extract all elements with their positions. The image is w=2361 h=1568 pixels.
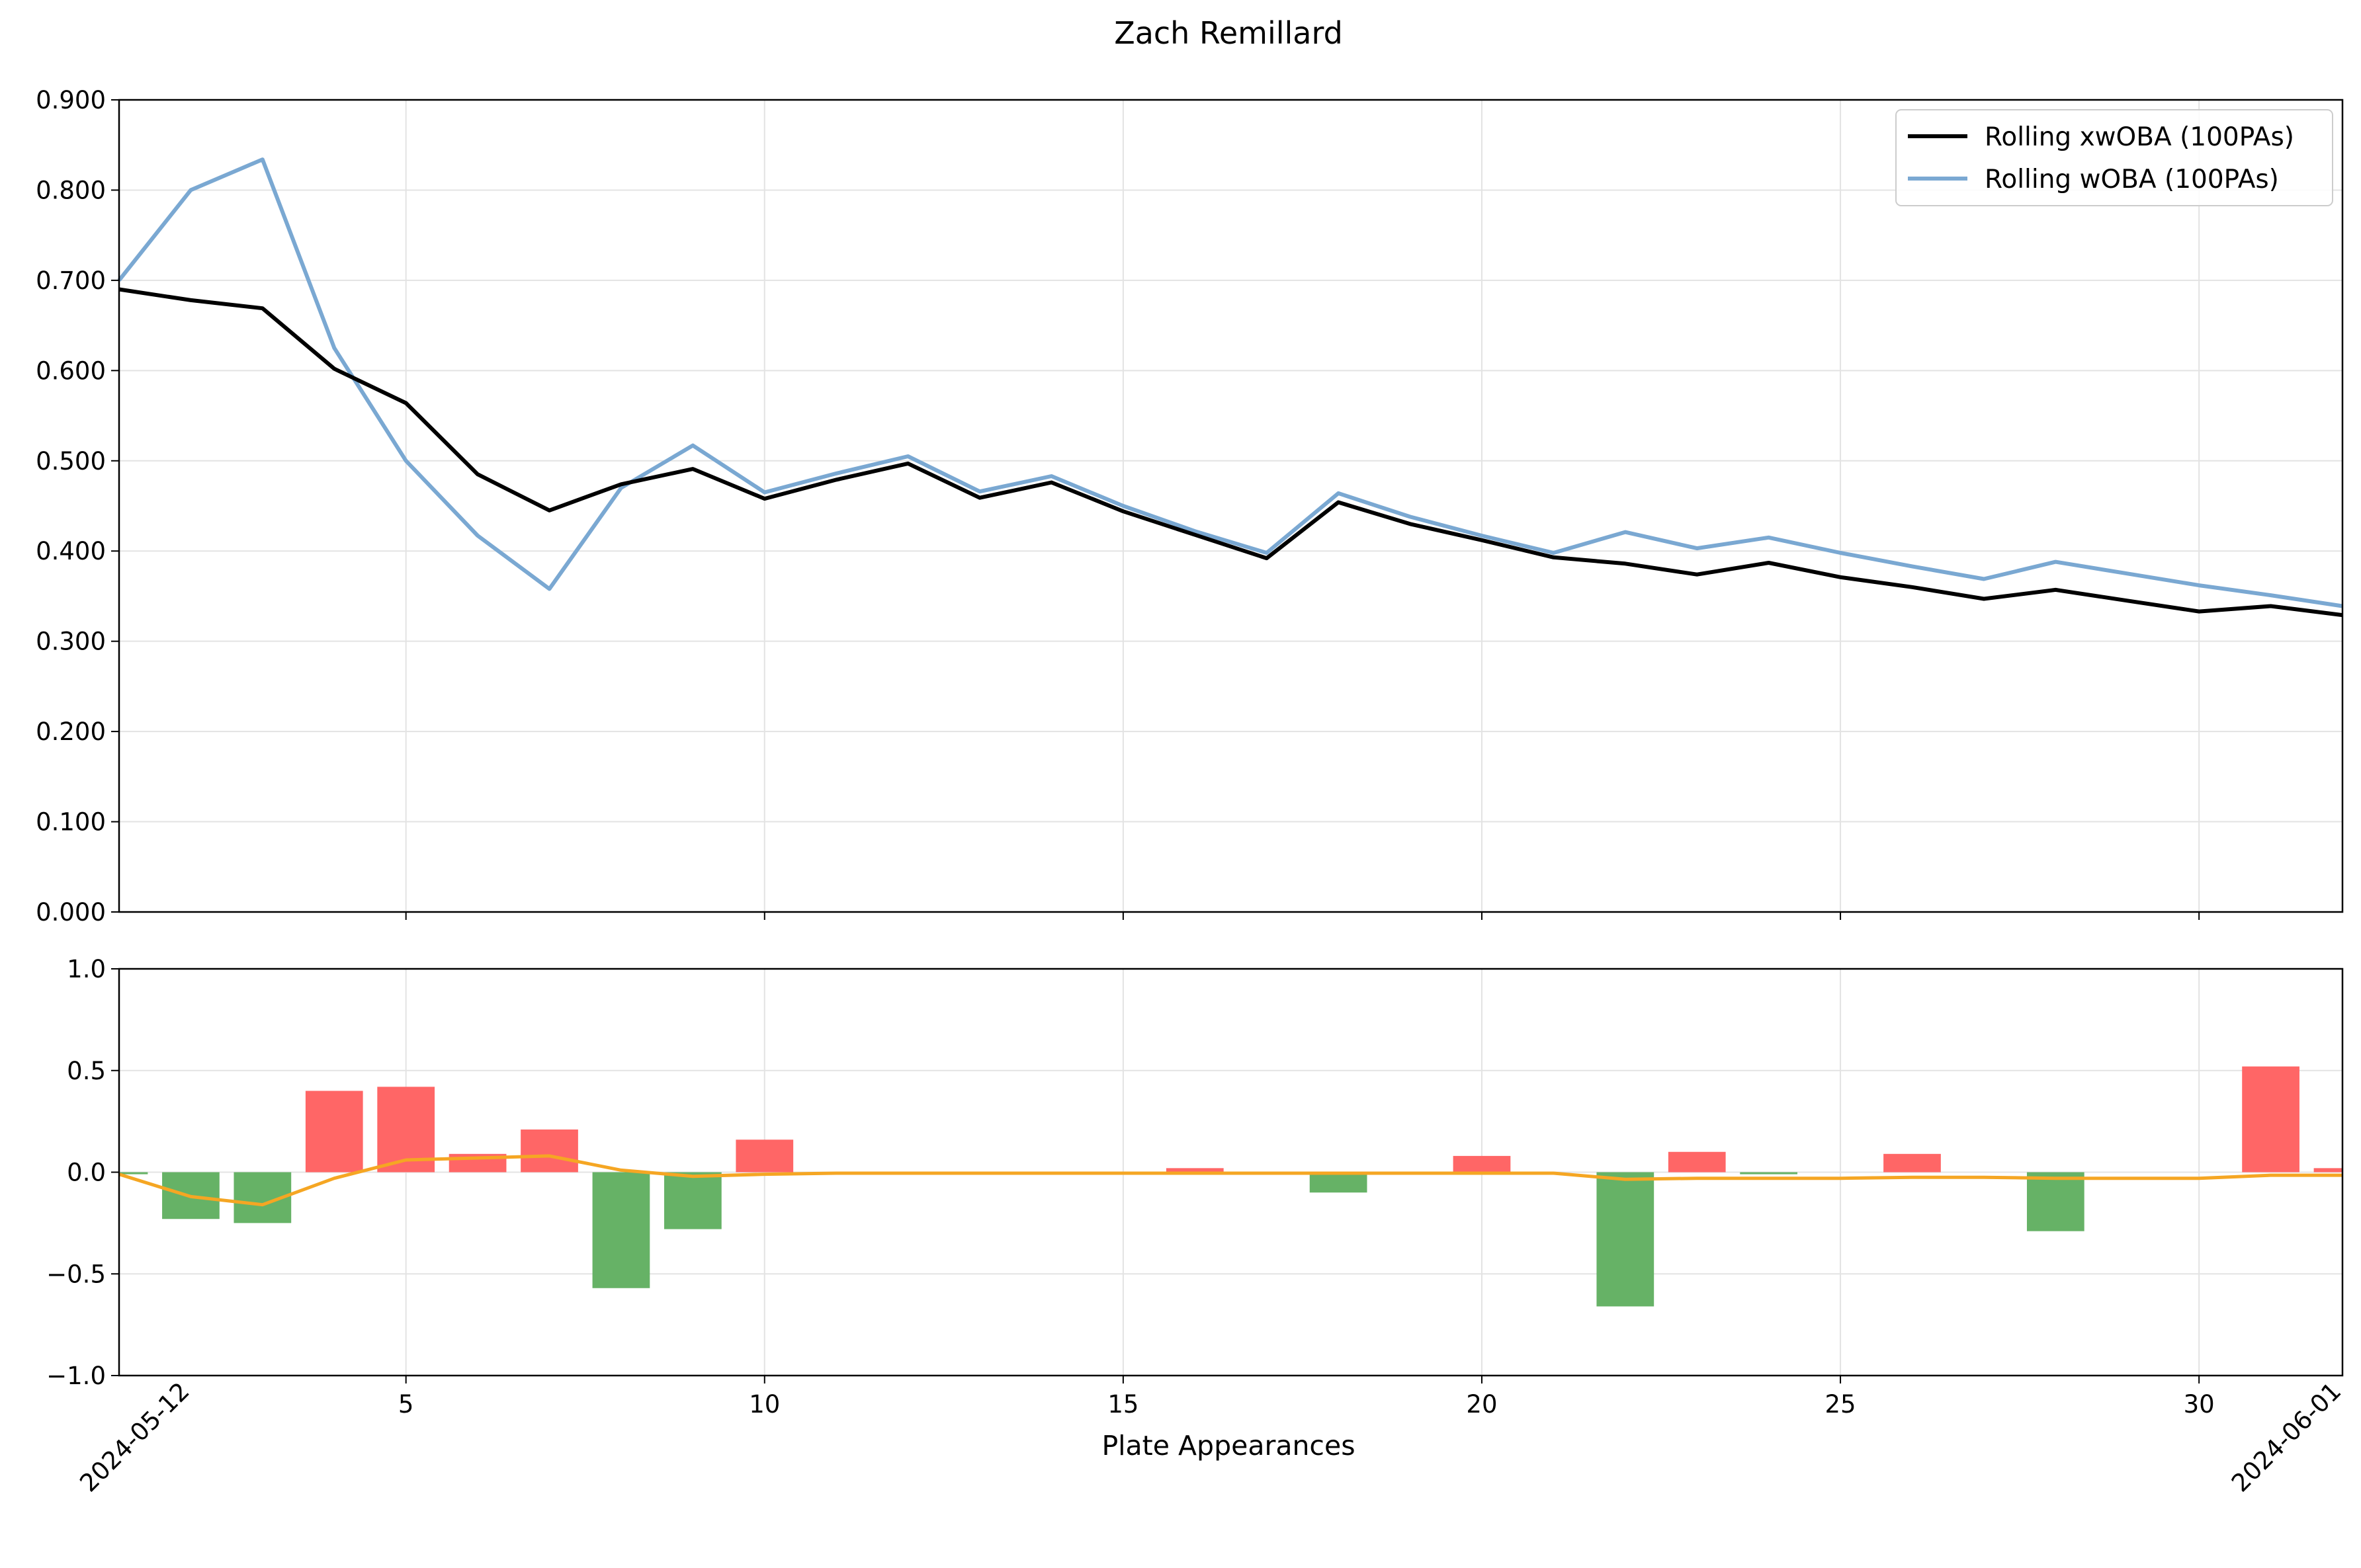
y-tick-label: 0.300 — [36, 628, 106, 656]
bottom-x-axis: 5 10 15 20 25 30 — [398, 1376, 2215, 1419]
y-tick-label: 0.400 — [36, 537, 106, 565]
diff-bar — [1596, 1172, 1654, 1307]
diff-bar — [2026, 1172, 2084, 1231]
y-tick-label: 0.500 — [36, 447, 106, 475]
date-label: 2024-05-12 — [74, 1377, 194, 1497]
y-tick-label: 0.0 — [67, 1159, 106, 1187]
x-tick-label: 20 — [1466, 1390, 1497, 1419]
top-y-axis: 0.000 0.100 0.200 0.300 0.400 0.500 0.600 0.700… — [36, 86, 119, 927]
diff-bar — [1453, 1155, 1511, 1173]
legend-label-woba: Rolling wOBA (100PAs) — [1985, 165, 2279, 194]
top-series-lines — [117, 157, 2343, 618]
bottom-bars — [119, 1066, 2342, 1307]
y-tick-label: 0.100 — [36, 808, 106, 837]
top-panel: 0.000 0.100 0.200 0.300 0.400 0.500 0.600 0.700… — [36, 86, 2344, 927]
top-plot-frame — [118, 99, 2344, 913]
y-tick-label: 0.800 — [36, 176, 106, 204]
y-tick-label: 0.5 — [67, 1057, 106, 1085]
series-line-rolling-woba-100pas- — [117, 157, 2343, 608]
diff-bar — [2242, 1066, 2299, 1173]
x-tick-label: 15 — [1107, 1390, 1138, 1419]
y-tick-label: 0.900 — [36, 86, 106, 114]
x-tick-label: 25 — [1825, 1390, 1856, 1419]
diff-bar — [1309, 1172, 1367, 1193]
y-tick-label: 1.0 — [67, 955, 106, 983]
legend-box — [1895, 109, 2333, 206]
y-tick-label: −0.5 — [46, 1260, 106, 1288]
diff-bar — [1740, 1172, 1798, 1175]
bottom-trend-line — [118, 1154, 2342, 1207]
diff-bar — [1166, 1168, 1224, 1173]
y-tick-label: 0.700 — [36, 267, 106, 295]
x-tick-label: 5 — [398, 1390, 414, 1419]
diff-bar — [119, 1172, 148, 1175]
y-tick-label: 0.600 — [36, 356, 106, 385]
legend-label-xwoba: Rolling xwOBA (100PAs) — [1985, 122, 2294, 152]
chart-title: Zach Remillard — [1114, 15, 1343, 51]
diff-bar — [305, 1091, 363, 1173]
top-x-ticks — [405, 912, 2200, 920]
diff-bar — [592, 1172, 650, 1288]
legend: Rolling xwOBA (100PAs) Rolling wOBA (100… — [1895, 109, 2333, 206]
diff-bar — [2313, 1168, 2342, 1173]
bottom-panel: −1.0 −0.5 0.0 0.5 1.0 5 10 15 20 25 30 Plate Appe… — [46, 955, 2346, 1497]
diff-bar — [736, 1139, 794, 1173]
x-tick-label: 30 — [2184, 1390, 2215, 1419]
date-label: 2024-06-01 — [2226, 1377, 2346, 1497]
top-gridlines — [119, 99, 2342, 913]
x-tick-label: 10 — [749, 1390, 780, 1419]
diff-bar — [664, 1172, 722, 1229]
x-axis-label: Plate Appearances — [1101, 1430, 1355, 1462]
bottom-y-axis: −1.0 −0.5 0.0 0.5 1.0 — [46, 955, 119, 1390]
trend-line — [118, 1154, 2342, 1207]
diff-bar — [1668, 1151, 1726, 1173]
y-tick-label: 0.000 — [36, 898, 106, 927]
series-line-rolling-xwoba-100pas- — [118, 287, 2343, 618]
y-tick-label: 0.200 — [36, 718, 106, 746]
diff-bar — [1883, 1153, 1941, 1173]
diff-bar — [521, 1129, 578, 1173]
y-tick-label: −1.0 — [46, 1362, 106, 1390]
